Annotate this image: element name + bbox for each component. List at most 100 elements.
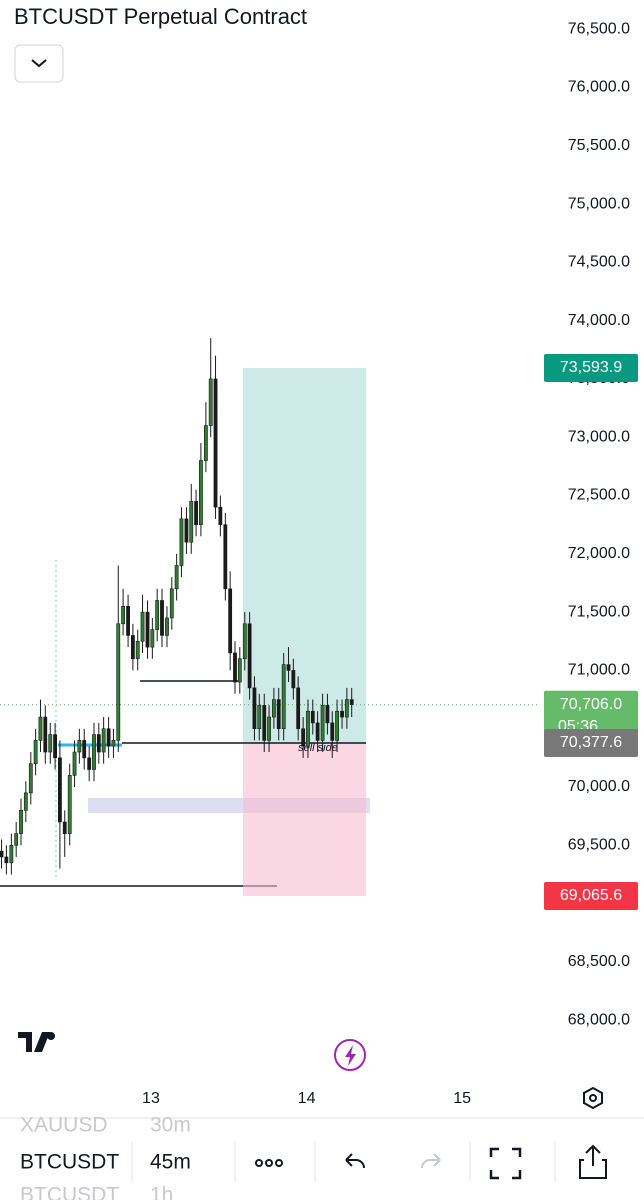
candle-body <box>233 652 237 683</box>
candle-body <box>281 664 286 730</box>
candle-body <box>252 687 257 730</box>
y-tick-label: 68,000.0 <box>568 1011 630 1028</box>
symbol[interactable]: BTCUSDT <box>20 1184 119 1200</box>
plot-area: sell side <box>0 338 540 896</box>
candle-body <box>301 728 306 747</box>
candle-body <box>267 716 271 741</box>
candle-body <box>67 775 72 834</box>
candle-body <box>58 757 62 823</box>
candle-body <box>306 710 310 747</box>
candle-body <box>106 728 111 747</box>
candle-body <box>43 716 48 753</box>
symbol[interactable]: BTCUSDT <box>20 1151 119 1174</box>
candle-body <box>130 635 135 660</box>
candle-body <box>218 506 223 525</box>
price-label-box <box>544 881 638 910</box>
y-tick-label: 72,000.0 <box>568 545 630 562</box>
candle-body <box>169 588 174 619</box>
candle-body <box>344 699 349 718</box>
candle-body <box>28 763 33 794</box>
candle-body <box>262 705 267 741</box>
candle-body <box>126 605 130 636</box>
candle-body <box>213 378 218 508</box>
candle-body <box>296 687 301 730</box>
y-tick-label: 71,500.0 <box>568 603 630 620</box>
candle-body <box>325 705 330 724</box>
y-tick-label: 69,500.0 <box>568 837 630 854</box>
y-tick-label: 74,000.0 <box>568 312 630 329</box>
candle-body <box>121 605 125 625</box>
candle-body <box>92 734 96 770</box>
candle-body <box>160 600 164 636</box>
candle-body <box>189 501 194 543</box>
price-label-box <box>544 353 638 382</box>
x-tick-label: 13 <box>142 1090 160 1107</box>
candle-body <box>82 740 87 759</box>
candle-body <box>145 611 150 648</box>
chevron-icon <box>31 59 47 68</box>
target-zone <box>243 367 366 743</box>
tradingview-logo <box>18 1032 55 1052</box>
share-button[interactable] <box>579 1144 607 1179</box>
candle-body <box>174 565 179 590</box>
price-label: 73,593.9 <box>560 359 622 376</box>
candle-body <box>38 716 43 741</box>
collapse-button[interactable] <box>14 44 64 83</box>
price-label: 69,065.6 <box>560 887 622 904</box>
candle-body <box>111 740 116 747</box>
y-tick-label: 75,000.0 <box>568 195 630 212</box>
y-tick-label: 74,500.0 <box>568 254 630 271</box>
candle-body <box>23 792 28 811</box>
y-tick-label: 70,000.0 <box>568 778 630 795</box>
y-tick-label: 73,000.0 <box>568 428 630 445</box>
price-label-box <box>544 728 638 757</box>
candle-body <box>101 728 106 753</box>
lightning-button[interactable] <box>334 1039 366 1071</box>
candle-body <box>271 699 276 718</box>
candle-body <box>165 617 169 636</box>
candle-body <box>228 588 233 654</box>
price-label: 70,377.6 <box>560 734 622 751</box>
y-tick-label: 71,000.0 <box>568 662 630 679</box>
candle-body <box>257 705 262 730</box>
x-tick-label: 14 <box>298 1090 316 1107</box>
y-tick-label: 68,500.0 <box>568 953 630 970</box>
candle-body <box>286 664 291 671</box>
candle-body <box>155 600 160 630</box>
candle-body <box>340 710 344 718</box>
candle-body <box>140 611 145 642</box>
candle-body <box>330 722 335 741</box>
price-label-box <box>544 690 638 741</box>
candle-body <box>276 699 281 730</box>
candle-body <box>242 623 247 660</box>
candle-body <box>53 734 57 759</box>
candle-body <box>203 425 208 461</box>
interval[interactable]: 45m <box>150 1151 191 1174</box>
candle-body <box>320 705 325 741</box>
candle-body <box>72 751 77 776</box>
candle-body <box>150 629 155 648</box>
candle-body <box>19 810 23 834</box>
redo-button[interactable] <box>421 1153 441 1169</box>
symbol[interactable]: XAUUSD <box>20 1114 108 1137</box>
candle-body <box>208 378 213 426</box>
interval[interactable]: 30m <box>150 1114 191 1137</box>
candle-body <box>9 845 14 864</box>
candle-body <box>0 850 4 858</box>
undo-button[interactable] <box>345 1153 365 1169</box>
candle-body <box>247 623 252 689</box>
y-tick-label: 76,000.0 <box>568 79 630 96</box>
candle-body <box>184 518 189 543</box>
interval[interactable]: 1h <box>150 1184 173 1200</box>
candle-body <box>315 722 320 741</box>
candle-body <box>33 740 38 764</box>
candle-body <box>116 623 121 741</box>
settings-button[interactable] <box>583 1086 603 1110</box>
fullscreen-button[interactable] <box>489 1147 522 1180</box>
y-tick-label: 76,500.0 <box>568 20 630 37</box>
stop-zone <box>243 742 366 896</box>
candle-body <box>4 856 9 864</box>
candle-body <box>310 710 315 724</box>
chart-title: BTCUSDT Perpetual Contract <box>14 4 307 29</box>
